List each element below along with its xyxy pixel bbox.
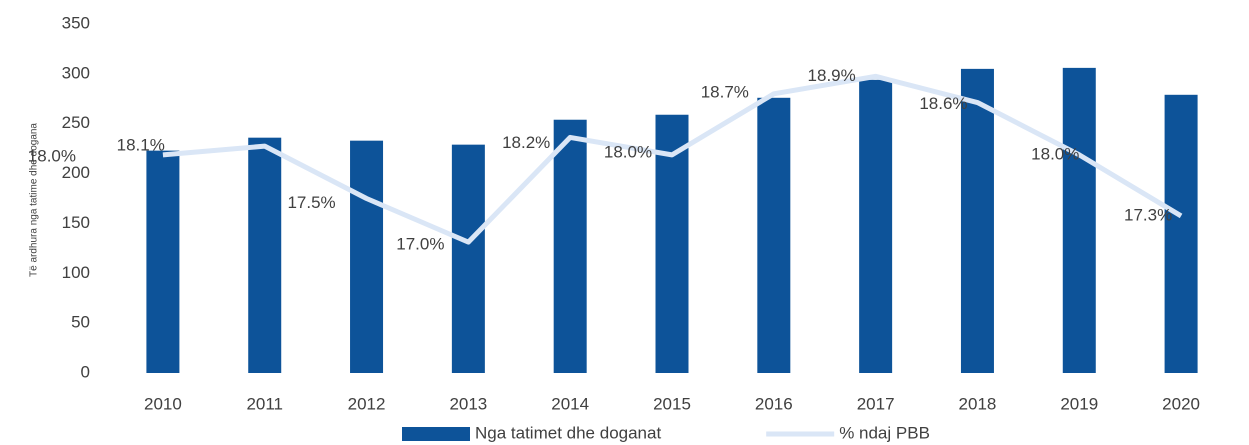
legend-swatch: [402, 427, 470, 441]
bar: [757, 97, 791, 373]
y-tick-label: 300: [62, 63, 90, 82]
bar: [350, 140, 384, 373]
y-axis-label: Të ardhura nga tatime dhe dogana: [29, 123, 40, 277]
bar: [146, 150, 180, 373]
data-label: 18.0%: [604, 142, 652, 161]
data-label: 17.0%: [396, 235, 444, 254]
bar: [960, 68, 994, 373]
x-tick-label: 2020: [1162, 394, 1200, 413]
x-tick-label: 2018: [959, 394, 997, 413]
y-tick-label: 50: [71, 313, 90, 332]
bar: [451, 144, 485, 373]
y-tick-label: 100: [62, 263, 90, 282]
bar: [655, 114, 689, 374]
data-label: 18.6%: [919, 94, 967, 113]
x-tick-label: 2012: [348, 394, 386, 413]
x-tick-label: 2011: [246, 394, 283, 413]
x-tick-label: 2014: [551, 394, 589, 413]
data-label: 18.2%: [502, 133, 550, 152]
x-tick-label: 2019: [1060, 394, 1098, 413]
y-tick-label: 250: [62, 113, 90, 132]
x-tick-label: 2013: [449, 394, 487, 413]
bar: [1062, 67, 1096, 374]
y-tick-label: 150: [62, 213, 90, 232]
legend-label: Nga tatimet dhe doganat: [475, 423, 661, 442]
legend-label: % ndaj PBB: [839, 423, 930, 442]
data-label: 18.7%: [701, 82, 749, 101]
y-tick-label: 200: [62, 163, 90, 182]
x-tick-label: 2015: [653, 394, 691, 413]
data-label: 18.0%: [1031, 144, 1079, 163]
data-label: 17.5%: [287, 193, 335, 212]
bar: [248, 137, 282, 373]
bar: [1164, 94, 1198, 373]
data-label: 18.1%: [117, 136, 165, 155]
data-label: 17.3%: [1124, 205, 1172, 224]
data-label: 18.0%: [28, 146, 76, 165]
bar: [859, 79, 893, 373]
x-tick-label: 2017: [857, 394, 895, 413]
data-label: 18.9%: [808, 66, 856, 85]
line: [162, 73, 1183, 245]
x-tick-label: 2010: [144, 394, 182, 413]
bar: [553, 119, 587, 374]
x-tick-label: 2016: [755, 394, 793, 413]
y-tick-label: 350: [62, 13, 90, 32]
y-tick-label: 0: [81, 362, 90, 381]
